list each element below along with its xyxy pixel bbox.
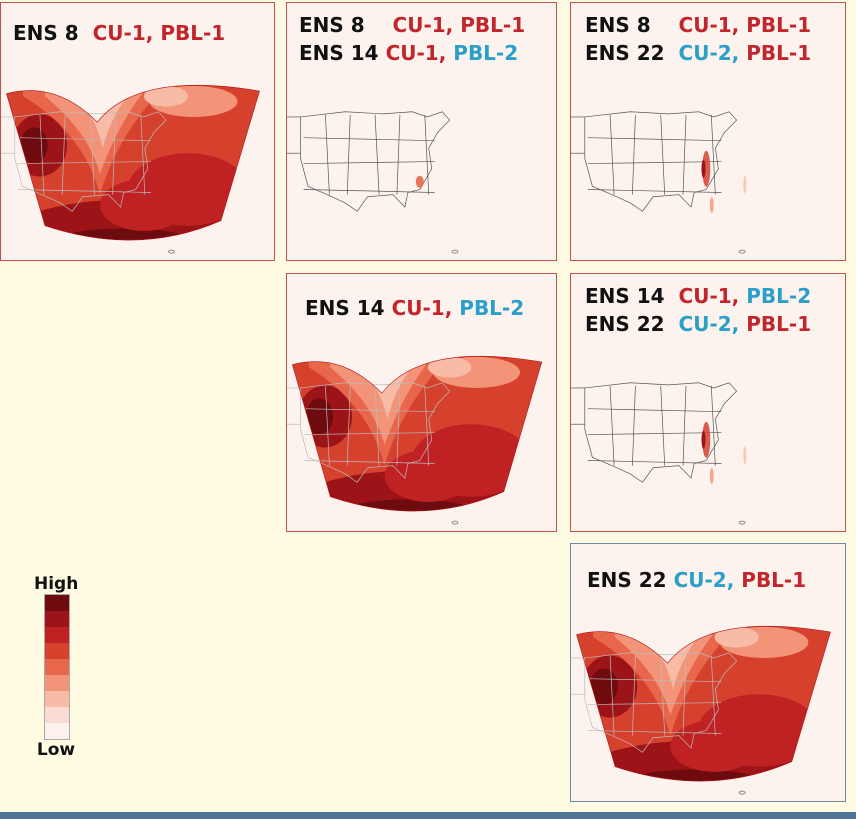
panel-title: ENS 22 CU-2, PBL-1	[587, 566, 806, 594]
panel-ens8-minus-ens14: ENS 8 CU-1, PBL-1 ENS 14 CU-1, PBL-2	[286, 2, 557, 261]
cu-label: CU-2,	[678, 312, 740, 336]
cu-label: CU-2,	[673, 568, 735, 592]
cu-label: CU-2,	[678, 41, 740, 65]
color-legend: High Low	[34, 574, 78, 760]
cu-label: CU-1,	[678, 284, 740, 308]
legend-color-bar	[44, 594, 70, 740]
ens-label: ENS 14	[305, 296, 385, 320]
pbl-label: PBL-1	[160, 21, 226, 45]
panel-ens8: ENS 8 CU-1, PBL-1	[0, 2, 275, 261]
legend-swatch	[45, 675, 69, 691]
panel-title: ENS 8 CU-1, PBL-1	[13, 19, 225, 47]
ens-label: ENS 22	[587, 568, 667, 592]
legend-high-label: High	[34, 574, 79, 594]
cu-label: CU-1,	[92, 21, 154, 45]
ens-label: ENS 22	[585, 41, 665, 65]
legend-swatch	[45, 691, 69, 707]
panel-title: ENS 14 CU-1, PBL-2 ENS 22 CU-2, PBL-1	[585, 282, 811, 338]
cu-label: CU-1,	[678, 13, 740, 37]
legend-swatch	[45, 659, 69, 675]
panel-title: ENS 8 CU-1, PBL-1 ENS 22 CU-2, PBL-1	[585, 11, 811, 67]
pbl-label: PBL-2	[459, 296, 525, 320]
field-map	[571, 625, 831, 795]
pbl-label: PBL-1	[741, 568, 807, 592]
legend-low-label: Low	[36, 740, 76, 760]
ens-label: ENS 8	[299, 13, 365, 37]
legend-swatch	[45, 627, 69, 643]
cu-label: CU-1,	[391, 296, 453, 320]
ens-label: ENS 8	[13, 21, 79, 45]
difference-map	[571, 382, 747, 525]
legend-swatch	[45, 707, 69, 723]
field-map	[287, 355, 543, 525]
legend-swatch	[45, 723, 69, 739]
pbl-label: PBL-2	[453, 41, 519, 65]
panel-ens14: ENS 14 CU-1, PBL-2	[286, 273, 557, 532]
pbl-label: PBL-1	[746, 13, 812, 37]
ens-label: ENS 22	[585, 312, 665, 336]
panel-ens8-minus-ens22: ENS 8 CU-1, PBL-1 ENS 22 CU-2, PBL-1	[570, 2, 846, 261]
panel-title: ENS 14 CU-1, PBL-2	[305, 294, 524, 322]
difference-map	[571, 111, 747, 254]
pbl-label: PBL-1	[746, 312, 812, 336]
panel-ens14-minus-ens22: ENS 14 CU-1, PBL-2 ENS 22 CU-2, PBL-1	[570, 273, 846, 532]
panel-title: ENS 8 CU-1, PBL-1 ENS 14 CU-1, PBL-2	[299, 11, 525, 67]
difference-map	[287, 111, 459, 254]
field-map	[1, 84, 260, 254]
legend-swatch	[45, 595, 69, 611]
cu-label: CU-1,	[392, 13, 454, 37]
pbl-label: PBL-2	[746, 284, 812, 308]
panel-ens22: ENS 22 CU-2, PBL-1	[570, 543, 846, 802]
pbl-label: PBL-1	[746, 41, 812, 65]
ens-label: ENS 14	[585, 284, 665, 308]
bottom-divider	[0, 812, 856, 819]
ens-label: ENS 8	[585, 13, 651, 37]
cu-label: CU-1,	[385, 41, 447, 65]
legend-swatch	[45, 611, 69, 627]
ens-label: ENS 14	[299, 41, 379, 65]
legend-swatch	[45, 643, 69, 659]
pbl-label: PBL-1	[460, 13, 526, 37]
